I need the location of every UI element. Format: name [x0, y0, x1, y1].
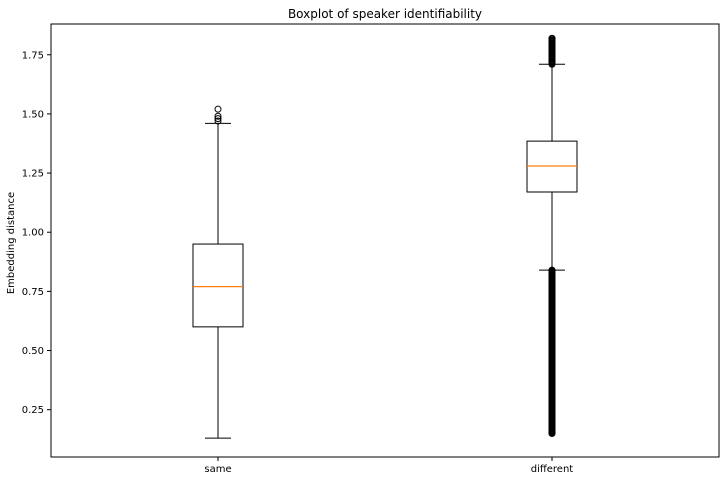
outlier-point	[548, 58, 556, 66]
outlier-point	[548, 37, 556, 45]
plot-frame	[50, 23, 720, 458]
x-tick-label: different	[531, 464, 574, 475]
y-tick-label: 1.50	[22, 109, 44, 120]
y-tick-label: 0.25	[22, 405, 44, 416]
outlier-point	[548, 39, 556, 47]
outlier-point	[214, 112, 222, 120]
outlier-point	[548, 266, 556, 274]
outlier-point	[548, 429, 556, 437]
box-same	[192, 243, 244, 328]
y-tick-label: 1.25	[22, 169, 44, 180]
outlier-point	[214, 115, 222, 123]
outlier-point	[548, 44, 556, 52]
outlier-point	[548, 418, 556, 426]
outlier-point	[548, 53, 556, 61]
outlier-point	[214, 117, 222, 125]
plot-area: 0.25 0.50 0.75 1.00 1.25 1.50 1.75 same differen…	[22, 34, 578, 475]
y-tick-label: 1.00	[22, 228, 44, 239]
x-tick-label: same	[204, 464, 231, 475]
y-tick-label: 0.50	[22, 346, 44, 357]
outlier-point	[548, 48, 556, 56]
y-tick-label: 1.75	[22, 50, 44, 61]
y-tick-label: 0.75	[22, 287, 44, 298]
outlier-point	[548, 422, 556, 430]
chart-title: Boxplot of speaker identifiability	[288, 7, 482, 21]
outlier-point	[548, 34, 556, 42]
outlier-point	[214, 105, 222, 113]
y-axis-label: Embedding distance	[6, 192, 17, 294]
outlier-point	[548, 427, 556, 435]
